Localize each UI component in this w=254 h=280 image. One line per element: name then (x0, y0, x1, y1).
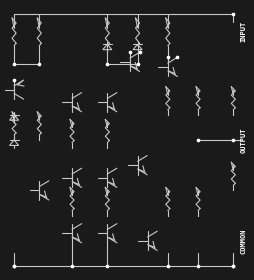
Text: COMMON: COMMON (240, 228, 245, 254)
Text: INPUT: INPUT (240, 21, 245, 42)
Text: OUTPUT: OUTPUT (240, 127, 245, 153)
